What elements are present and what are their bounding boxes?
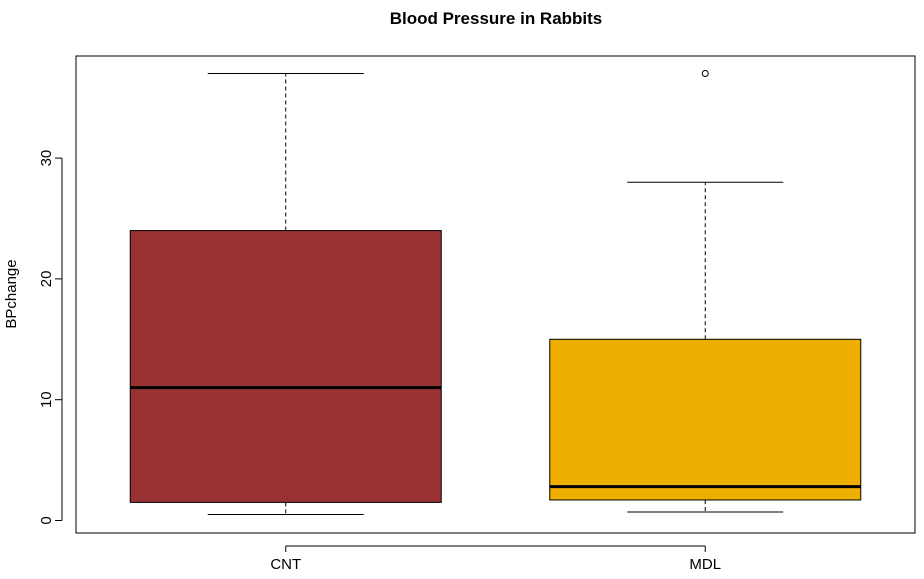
chart-title: Blood Pressure in Rabbits	[390, 9, 603, 28]
y-axis: 0 10 20 30	[38, 150, 63, 525]
y-tick-label: 10	[38, 391, 55, 408]
box-mdl	[549, 70, 862, 513]
iqr-box	[129, 230, 442, 503]
y-tick-label: 30	[38, 150, 55, 167]
boxes-layer	[129, 70, 862, 515]
box-cnt	[129, 73, 442, 515]
x-axis: CNT MDL	[270, 545, 721, 573]
outlier-point	[701, 70, 709, 77]
iqr-box	[549, 338, 862, 501]
y-axis-label: BPchange	[3, 259, 20, 328]
plot-frame	[75, 55, 916, 534]
x-tick-label: MDL	[689, 556, 721, 573]
y-tick-label: 20	[38, 271, 55, 288]
y-tick-label: 0	[38, 516, 55, 524]
x-tick-label: CNT	[270, 556, 301, 573]
